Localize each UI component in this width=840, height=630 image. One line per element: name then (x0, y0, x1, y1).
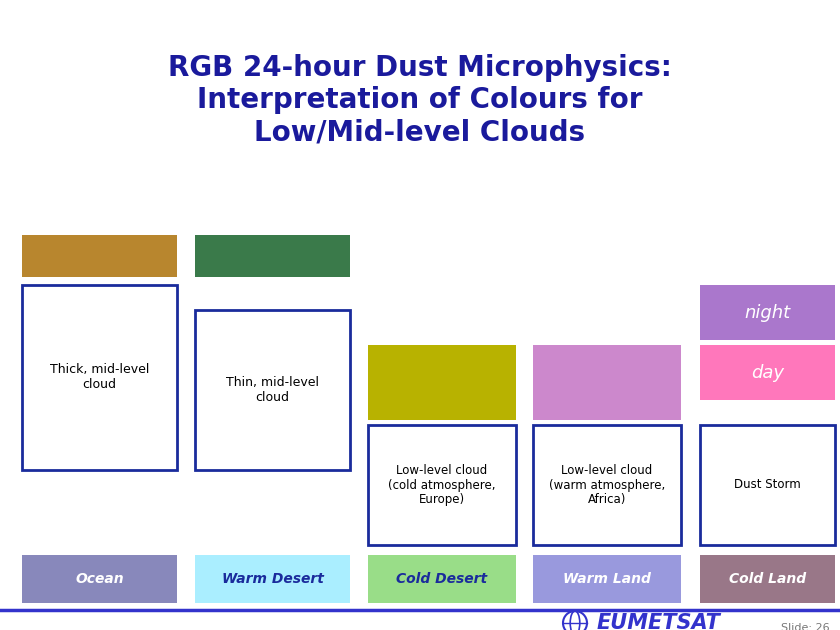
Bar (22, 235, 177, 277)
Bar (195, 310, 350, 470)
Text: RGB 24-hour Dust Microphysics:
Interpretation of Colours for
Low/Mid-level Cloud: RGB 24-hour Dust Microphysics: Interpret… (168, 54, 672, 146)
Bar (700, 425, 835, 545)
Bar (368, 555, 516, 603)
Text: Warm Land: Warm Land (563, 572, 651, 586)
Bar (195, 235, 350, 277)
Text: day: day (751, 364, 784, 382)
Bar (22, 555, 177, 603)
Text: night: night (744, 304, 790, 321)
Text: Thick, mid-level
cloud: Thick, mid-level cloud (50, 364, 150, 391)
Text: Slide: 26: Slide: 26 (781, 623, 830, 630)
Bar (368, 425, 516, 545)
Bar (195, 555, 350, 603)
Text: Ocean: Ocean (76, 572, 123, 586)
Text: EUMETSAT: EUMETSAT (597, 613, 721, 630)
Bar (22, 285, 177, 470)
Bar (368, 345, 516, 420)
Bar (533, 345, 681, 420)
Text: Thin, mid-level
cloud: Thin, mid-level cloud (226, 376, 319, 404)
Text: Dust Storm: Dust Storm (734, 479, 801, 491)
Bar (533, 425, 681, 545)
Text: Cold Land: Cold Land (729, 572, 806, 586)
Text: Warm Desert: Warm Desert (222, 572, 323, 586)
Bar (700, 555, 835, 603)
Bar (700, 285, 835, 340)
Text: Cold Desert: Cold Desert (396, 572, 487, 586)
Bar (700, 345, 835, 400)
Text: Low-level cloud
(cold atmosphere,
Europe): Low-level cloud (cold atmosphere, Europe… (388, 464, 496, 507)
Text: Low-level cloud
(warm atmosphere,
Africa): Low-level cloud (warm atmosphere, Africa… (549, 464, 665, 507)
Bar (533, 555, 681, 603)
